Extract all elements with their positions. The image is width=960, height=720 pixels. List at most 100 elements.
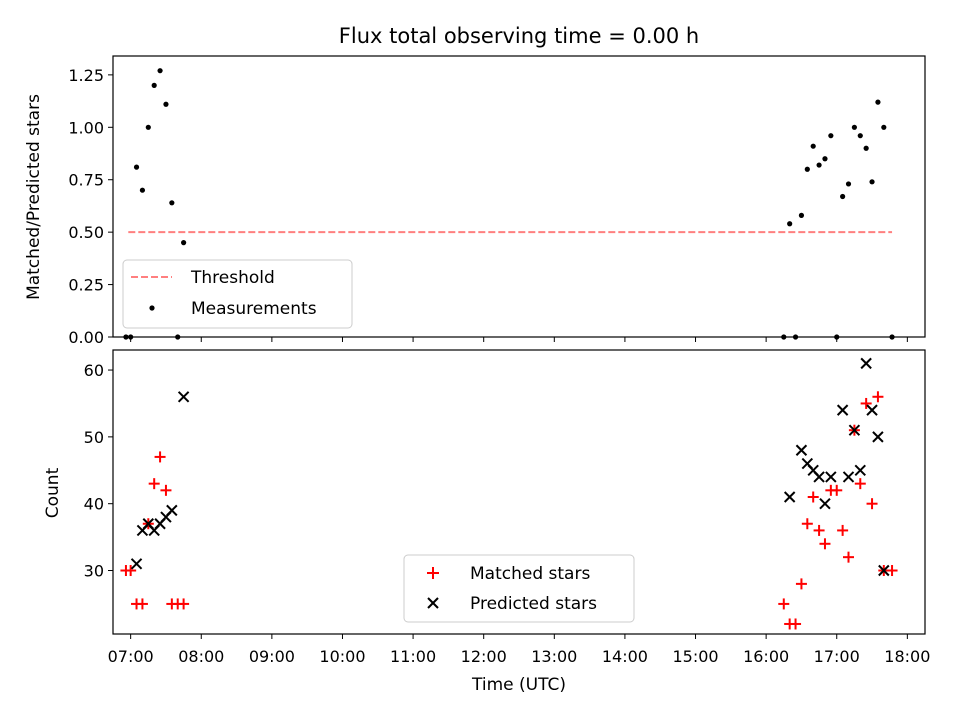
predicted-stars-point [166, 504, 178, 517]
measurement-point [851, 124, 857, 130]
predicted-stars-point [819, 497, 831, 510]
bottom-x-tick-label: 10:00 [319, 647, 365, 666]
top-legend-box [122, 259, 353, 329]
measurement-point [804, 166, 810, 172]
matched-stars-point [160, 484, 172, 496]
measurement-point [133, 164, 140, 170]
matched-stars-point [854, 478, 866, 490]
predicted-stars-point [177, 391, 190, 403]
matched-stars-point [154, 451, 166, 463]
predicted-stars-marker-b [801, 457, 814, 470]
bottom-panel-x-ticks: 07:00 08:00 09:00 10:00 11:00 12:00 13:00 14:00… [108, 634, 930, 666]
matched-stars-point [178, 598, 190, 610]
matched-stars-point [886, 565, 898, 577]
bottom-x-tick-label: 14:00 [602, 647, 648, 666]
top-panel-frame [112, 55, 926, 338]
matched-stars-legend-label: Matched stars [470, 564, 590, 584]
bottom-x-tick-label: 12:00 [461, 647, 507, 666]
measurement-point [163, 101, 169, 107]
bottom-panel: Count Time (UTC) 30 40 50 60 07:00 08:00 09:0… [43, 349, 930, 695]
measurement-point [151, 82, 157, 88]
predicted-stars-marker-b [836, 404, 849, 416]
predicted-stars-point [842, 471, 855, 483]
top-panel-legend: Threshold Measurements [122, 259, 353, 329]
predicted-stars-point [860, 357, 872, 370]
predicted-stars-marker-b [795, 444, 808, 456]
measurement-point [845, 181, 852, 187]
measurement-point [816, 162, 822, 168]
predicted-stars-point [854, 464, 866, 476]
bottom-legend-box [403, 554, 635, 623]
bottom-x-tick-label: 08:00 [178, 647, 224, 666]
measurement-point [798, 212, 805, 218]
matched-stars-legend-swatch [427, 567, 439, 579]
measurement-point [875, 99, 881, 105]
matched-stars-point [136, 598, 148, 610]
matched-stars-point [831, 484, 843, 496]
predicted-stars-point [783, 491, 796, 503]
predicted-stars-point [848, 424, 861, 436]
top-panel: Flux total observing time = 0.00 h Match… [24, 24, 926, 347]
predicted-stars-marker-b [807, 464, 819, 476]
predicted-stars-point [878, 564, 890, 577]
matched-stars-point [795, 578, 807, 590]
matched-stars-point [790, 618, 802, 630]
measurements-legend-swatch [149, 305, 155, 311]
predicted-stars-legend-swatch [427, 597, 439, 609]
matched-stars-point [819, 538, 831, 550]
bottom-panel-legend: Matched stars Predicted stars [403, 554, 635, 623]
predicted-stars-marker-b [872, 431, 884, 443]
matched-stars-point [807, 491, 819, 503]
predicted-stars-marker-b [848, 424, 861, 436]
bottom-panel-y-ticks: 30 40 50 60 [84, 361, 113, 581]
measurement-point [863, 145, 869, 151]
top-panel-y-axis-label: Matched/Predicted stars [24, 94, 44, 300]
matched-stars-point [148, 478, 160, 490]
top-panel-y-ticks: 0.00 0.25 0.50 0.75 1.00 1.25 [68, 66, 113, 347]
predicted-stars-marker-b [860, 357, 872, 370]
predicted-stars-marker-b [783, 491, 796, 503]
matched-stars-point [125, 565, 137, 577]
predicted-stars-marker-b [130, 558, 143, 570]
measurement-point [840, 193, 846, 200]
matched-stars-point [813, 524, 825, 536]
measurement-point [157, 68, 163, 74]
matched-stars-point [837, 524, 849, 536]
bottom-y-tick-label: 50 [84, 428, 104, 447]
bottom-panel-x-axis-label: Time (UTC) [471, 675, 566, 695]
predicted-stars-marker-b [878, 564, 890, 577]
bottom-x-tick-label: 17:00 [814, 647, 860, 666]
matched-stars-point [866, 498, 878, 510]
predicted-stars-marker-b [866, 404, 878, 416]
bottom-x-tick-label: 15:00 [672, 647, 718, 666]
bottom-x-tick-label: 07:00 [108, 647, 154, 666]
threshold-legend-label: Threshold [190, 268, 275, 288]
measurements-legend-label: Measurements [191, 299, 317, 319]
predicted-stars-point [795, 444, 808, 456]
measurement-point [145, 124, 151, 130]
predicted-stars-point [130, 558, 143, 570]
predicted-stars-marker-b [819, 497, 831, 510]
top-y-tick-label: 1.25 [68, 66, 104, 85]
predicted-stars-point [813, 471, 825, 483]
top-panel-plot-area [123, 68, 895, 340]
predicted-stars-marker-b [142, 518, 155, 530]
top-y-tick-label: 0.25 [68, 276, 104, 295]
bottom-y-tick-label: 40 [84, 495, 104, 514]
top-y-tick-label: 0.75 [68, 171, 104, 190]
measurement-point [181, 240, 187, 246]
predicted-stars-marker-b [813, 471, 825, 483]
bottom-x-tick-label: 16:00 [743, 647, 789, 666]
top-y-tick-label: 1.00 [68, 118, 104, 137]
predicted-stars-marker-b [854, 464, 866, 476]
measurement-point [787, 221, 793, 227]
measurement-point [869, 179, 875, 185]
bottom-x-tick-label: 13:00 [531, 647, 577, 666]
predicted-stars-point [836, 404, 849, 416]
bottom-y-tick-label: 60 [84, 361, 104, 380]
bottom-panel-y-axis-label: Count [43, 467, 63, 518]
predicted-stars-marker-b [825, 471, 837, 483]
matched-stars-point [843, 551, 855, 563]
measurement-point [881, 124, 887, 130]
predicted-stars-marker-b [166, 504, 178, 517]
